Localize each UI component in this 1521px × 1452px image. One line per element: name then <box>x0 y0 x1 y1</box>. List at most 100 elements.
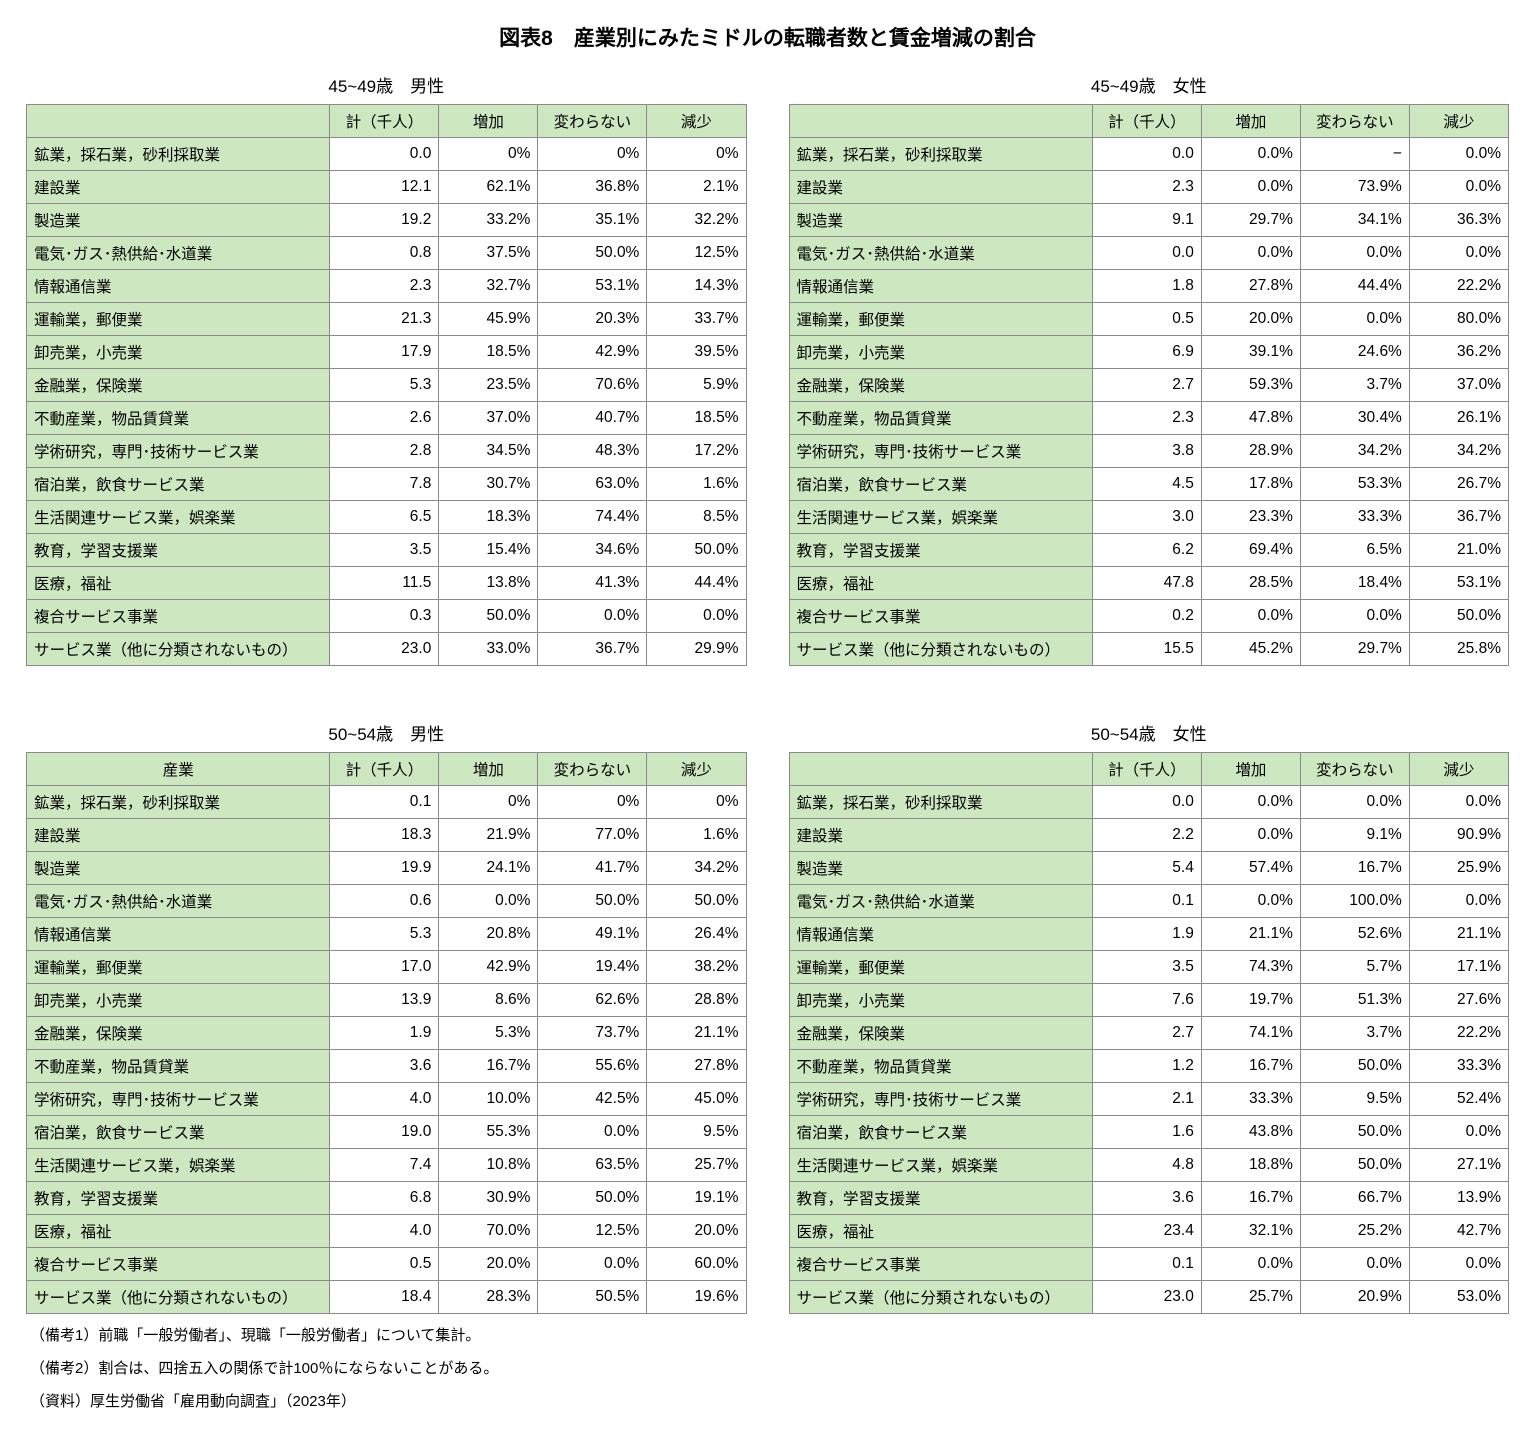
value-cell: 69.4% <box>1200 533 1301 567</box>
industry-name-cell: サービス業（他に分類されないもの） <box>788 1280 1093 1314</box>
value-cell: 50.0% <box>1299 1148 1410 1182</box>
table-row: サービス業（他に分類されないもの） 18.4 28.3% 50.5% 19.6% <box>25 1280 747 1314</box>
value-cell: 33.0% <box>438 632 539 666</box>
value-cell: 20.9% <box>1299 1280 1410 1314</box>
value-cell: 9.5% <box>646 1115 747 1149</box>
value-cell: 39.5% <box>646 335 747 369</box>
value-cell: 25.2% <box>1299 1214 1410 1248</box>
table-row: 電気･ガス･熱供給･水道業 0.8 37.5% 50.0% 12.5% <box>25 236 747 270</box>
industry-name-cell: 宿泊業，飲食サービス業 <box>788 1115 1093 1149</box>
value-cell: 21.1% <box>1408 917 1510 951</box>
table-row: 運輸業，郵便業 21.3 45.9% 20.3% 33.7% <box>25 302 747 336</box>
value-cell: 13.9% <box>1408 1181 1510 1215</box>
value-cell: 20.8% <box>438 917 539 951</box>
header-row: 計（千人） 増加 変わらない 減少 <box>788 104 1510 138</box>
value-cell: 53.0% <box>1408 1280 1510 1314</box>
value-cell: 15.5 <box>1091 632 1202 666</box>
value-cell: 0.1 <box>1091 1247 1202 1281</box>
value-cell: 36.7% <box>1408 500 1510 534</box>
industry-name-cell: サービス業（他に分類されないもの） <box>25 632 331 666</box>
table-row: 宿泊業，飲食サービス業 4.5 17.8% 53.3% 26.7% <box>788 467 1510 501</box>
header-row: 計（千人） 増加 変わらない 減少 <box>788 752 1510 786</box>
value-cell: 37.5% <box>438 236 539 270</box>
industry-name-cell: 卸売業，小売業 <box>788 335 1093 369</box>
value-cell: 0.0% <box>1200 1247 1301 1281</box>
value-cell: 3.7% <box>1299 1016 1410 1050</box>
industry-name-cell: 教育，学習支援業 <box>788 533 1093 567</box>
value-cell: 0.0 <box>1091 785 1202 819</box>
value-cell: 2.1% <box>646 170 747 204</box>
col-header: 増加 <box>438 104 539 138</box>
value-cell: 43.8% <box>1200 1115 1301 1149</box>
industry-name-cell: 製造業 <box>788 851 1093 885</box>
col-header: 減少 <box>1408 104 1510 138</box>
industry-name-cell: 運輸業，郵便業 <box>788 950 1093 984</box>
value-cell: 74.3% <box>1200 950 1301 984</box>
industry-name-cell: 電気･ガス･熱供給･水道業 <box>788 236 1093 270</box>
value-cell: 90.9% <box>1408 818 1510 852</box>
value-cell: 34.2% <box>1408 434 1510 468</box>
value-cell: 4.5 <box>1091 467 1202 501</box>
value-cell: 0.2 <box>1091 599 1202 633</box>
footnote-2: （備考2）割合は、四捨五入の関係で計100％にならないことがある。 <box>30 1360 499 1377</box>
value-cell: 0.0% <box>438 884 539 918</box>
industry-name-cell: 電気･ガス･熱供給･水道業 <box>25 884 331 918</box>
value-cell: 10.0% <box>438 1082 539 1116</box>
value-cell: 0.0% <box>1299 236 1410 270</box>
table-row: 卸売業，小売業 6.9 39.1% 24.6% 36.2% <box>788 335 1510 369</box>
value-cell: 12.5% <box>646 236 747 270</box>
table-row: 学術研究，専門･技術サービス業 3.8 28.9% 34.2% 34.2% <box>788 434 1510 468</box>
table-row: 宿泊業，飲食サービス業 7.8 30.7% 63.0% 1.6% <box>25 467 747 501</box>
table-row: 複合サービス事業 0.2 0.0% 0.0% 50.0% <box>788 599 1510 633</box>
industry-name-cell: 医療，福祉 <box>25 1214 331 1248</box>
table-row: 教育，学習支援業 6.2 69.4% 6.5% 21.0% <box>788 533 1510 567</box>
value-cell: 0.0% <box>1299 785 1410 819</box>
value-cell: 7.4 <box>329 1148 440 1182</box>
value-cell: 77.0% <box>537 818 648 852</box>
industry-name-cell: 卸売業，小売業 <box>788 983 1093 1017</box>
value-cell: 0.1 <box>1091 884 1202 918</box>
value-cell: 14.3% <box>646 269 747 303</box>
table-row: 生活関連サービス業，娯楽業 7.4 10.8% 63.5% 25.7% <box>25 1148 747 1182</box>
col-header-industry <box>25 104 331 138</box>
industry-name-cell: 複合サービス事業 <box>788 1247 1093 1281</box>
figure-title: 図表8 産業別にみたミドルの転職者数と賃金増減の割合 <box>499 27 1036 50</box>
value-cell: 6.5 <box>329 500 440 534</box>
industry-name-cell: 運輸業，郵便業 <box>25 302 331 336</box>
value-cell: 0% <box>438 785 539 819</box>
industry-name-cell: 医療，福祉 <box>788 1214 1093 1248</box>
value-cell: 12.5% <box>537 1214 648 1248</box>
col-header: 変わらない <box>537 752 648 786</box>
industry-name-cell: 教育，学習支援業 <box>25 1181 331 1215</box>
industry-name-cell: 宿泊業，飲食サービス業 <box>788 467 1093 501</box>
value-cell: 1.2 <box>1091 1049 1202 1083</box>
value-cell: 0.8 <box>329 236 440 270</box>
value-cell: 41.3% <box>537 566 648 600</box>
value-cell: 2.6 <box>329 401 440 435</box>
value-cell: 38.2% <box>646 950 747 984</box>
value-cell: 0.0% <box>1299 302 1410 336</box>
value-cell: 42.9% <box>537 335 648 369</box>
table-row: 運輸業，郵便業 17.0 42.9% 19.4% 38.2% <box>25 950 747 984</box>
value-cell: 0.0% <box>1200 170 1301 204</box>
value-cell: 25.7% <box>646 1148 747 1182</box>
value-cell: 27.8% <box>646 1049 747 1083</box>
table-row: 金融業，保険業 5.3 23.5% 70.6% 5.9% <box>25 368 747 402</box>
value-cell: 13.9 <box>329 983 440 1017</box>
value-cell: 40.7% <box>537 401 648 435</box>
value-cell: 39.1% <box>1200 335 1301 369</box>
value-cell: 32.1% <box>1200 1214 1301 1248</box>
industry-name-cell: 生活関連サービス業，娯楽業 <box>25 1148 331 1182</box>
table-row: 情報通信業 2.3 32.7% 53.1% 14.3% <box>25 269 747 303</box>
value-cell: 32.7% <box>438 269 539 303</box>
value-cell: 50.0% <box>438 599 539 633</box>
table-row: 学術研究，専門･技術サービス業 4.0 10.0% 42.5% 45.0% <box>25 1082 747 1116</box>
value-cell: 1.6 <box>1091 1115 1202 1149</box>
industry-name-cell: 宿泊業，飲食サービス業 <box>25 1115 331 1149</box>
value-cell: 3.0 <box>1091 500 1202 534</box>
table-block-50-54-female: 50~54歳 女性 計（千人） 増加 変わらない 減少 鉱業，採石業，砂利採取業 0.0 0… <box>788 720 1510 1314</box>
industry-name-cell: 鉱業，採石業，砂利採取業 <box>25 785 331 819</box>
value-cell: 2.7 <box>1091 368 1202 402</box>
value-cell: 47.8% <box>1200 401 1301 435</box>
value-cell: 42.5% <box>537 1082 648 1116</box>
